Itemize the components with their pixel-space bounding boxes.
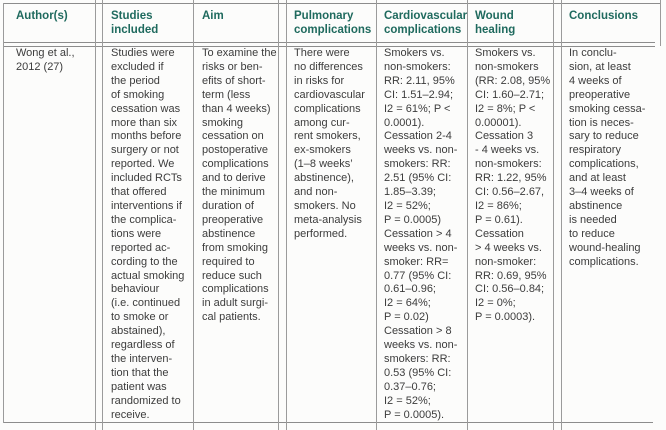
- col-divider-pulmonary: [376, 0, 378, 430]
- column-header-studies-included: Studies included: [111, 10, 159, 36]
- col-divider-aim-b: [286, 0, 288, 430]
- cell-wound-healing: Smokers vs. non-smokers (RR: 2.08, 95% C…: [475, 47, 551, 324]
- cell-pulmonary-complications: There were no differences in risks for c…: [294, 47, 365, 240]
- table-border-right: [660, 0, 662, 46]
- column-header-authors: Author(s): [16, 10, 68, 22]
- col-divider-authors-b: [102, 0, 104, 430]
- column-header-conclusions: Conclusions: [569, 10, 639, 22]
- cell-conclusions: In conclu- sion, at least 4 weeks of pre…: [569, 47, 646, 268]
- header-rule-lower: [3, 46, 655, 48]
- column-header-aim: Aim: [202, 10, 224, 22]
- col-divider-authors-a: [95, 0, 97, 430]
- column-header-pulmonary-complications: Pulmonary complications: [294, 10, 372, 36]
- col-divider-wound-a: [553, 0, 555, 430]
- table-border-top: [3, 3, 660, 5]
- cell-cardiovascular-complications: Smokers vs. non-smokers: RR: 2.11, 95% C…: [384, 47, 458, 421]
- col-divider-aim-a: [278, 0, 280, 430]
- col-divider-studies: [193, 0, 195, 430]
- col-divider-wound-b: [561, 0, 563, 430]
- header-rule-upper: [3, 42, 655, 44]
- cell-aim: To examine the risks or ben- efits of sh…: [202, 47, 277, 324]
- cell-authors: Wong et al., 2012 (27): [16, 47, 75, 73]
- column-header-wound-healing: Wound healing: [475, 10, 516, 36]
- column-header-cardiovascular-complications: Cardiovascular complications: [384, 10, 468, 36]
- cell-studies-included: Studies were excluded if the period of s…: [111, 47, 185, 421]
- col-divider-cardio: [467, 0, 469, 430]
- table-border-bottom: [3, 422, 653, 424]
- table-border-left: [3, 3, 5, 423]
